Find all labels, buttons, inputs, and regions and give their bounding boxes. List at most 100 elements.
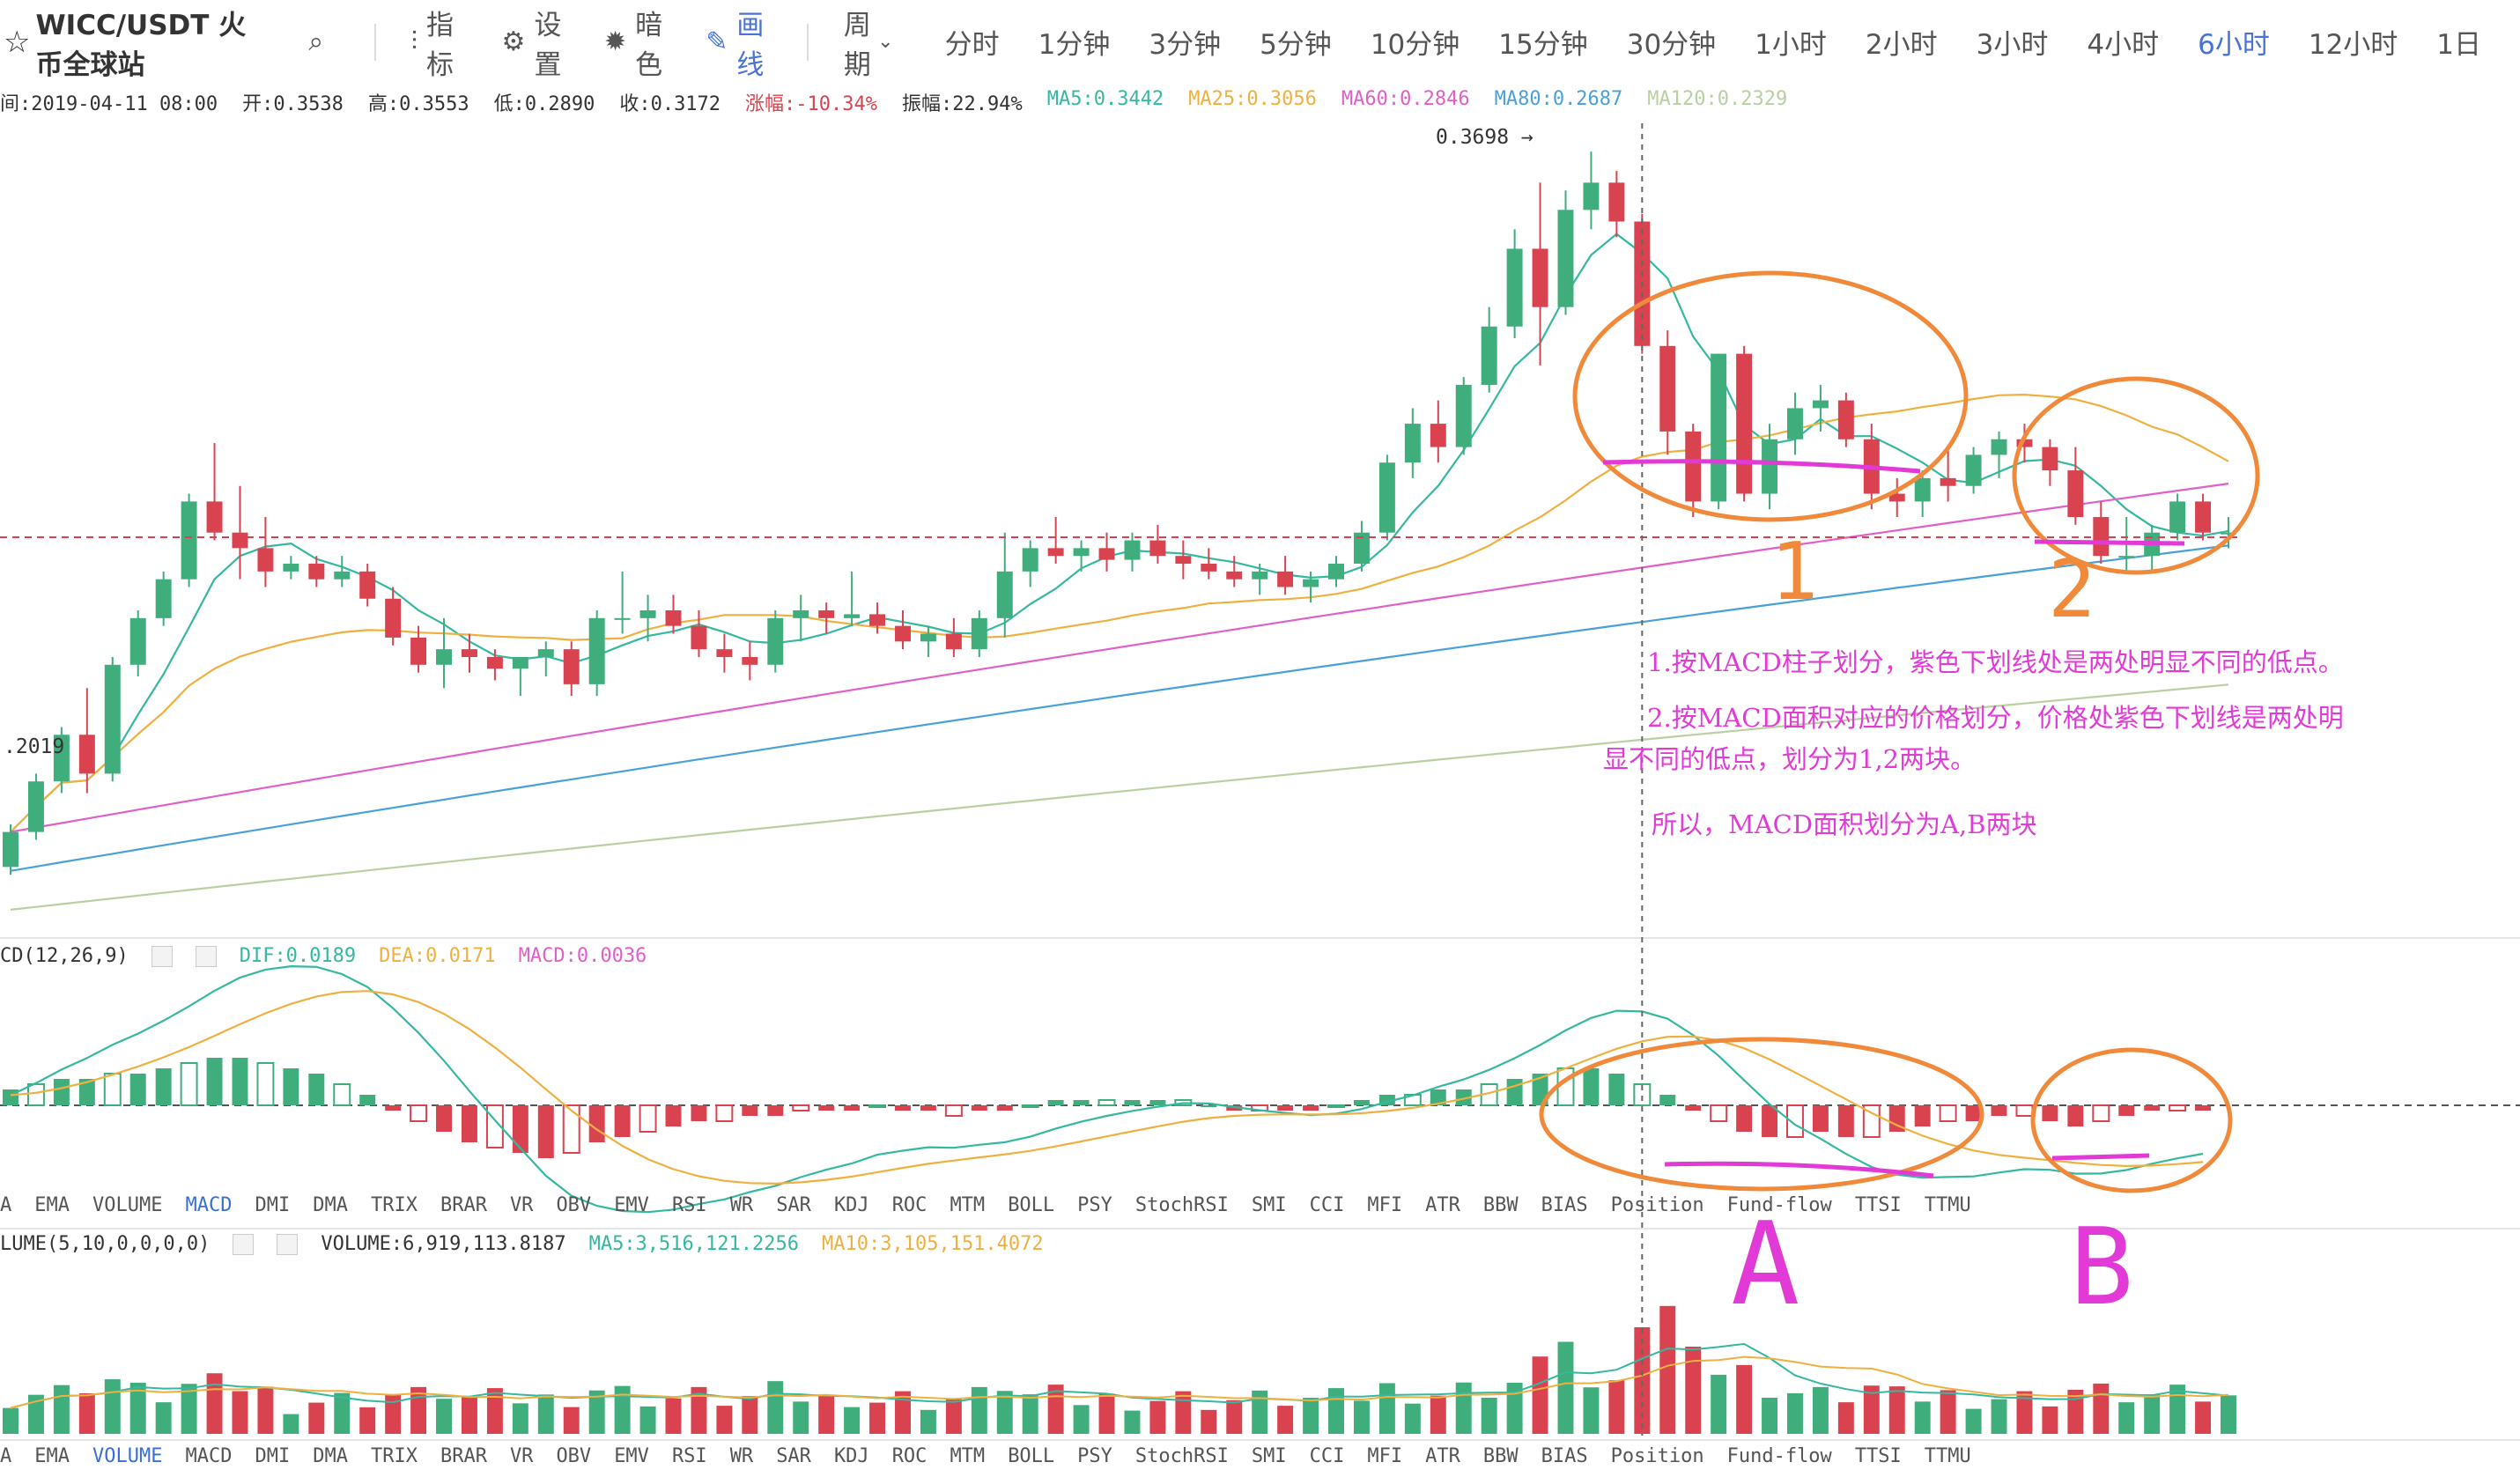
indicator-tab[interactable]: BBW	[1482, 1194, 1519, 1216]
info-ma80: MA80:0.2687	[1494, 88, 1623, 110]
macd-bar	[1659, 1095, 1676, 1105]
period-option[interactable]: 分时	[944, 29, 1000, 61]
indicator-tab[interactable]: RSI	[671, 1445, 707, 1467]
period-option[interactable]: 3分钟	[1149, 29, 1222, 61]
indicator-tab[interactable]: PSY	[1077, 1194, 1112, 1216]
volume-bar	[1226, 1399, 1243, 1434]
indicator-tab[interactable]: BRAR	[440, 1194, 487, 1216]
macd-bar	[1633, 1083, 1652, 1106]
indicator-tab[interactable]: WR	[729, 1445, 754, 1467]
indicator-tab[interactable]: MACD	[185, 1445, 233, 1467]
macd-close-icon[interactable]	[195, 945, 217, 967]
indicator-tab[interactable]: DMI	[255, 1194, 291, 1216]
candle-body	[869, 614, 886, 626]
indicator-tab[interactable]: MTM	[950, 1445, 986, 1467]
indicator-tab[interactable]: SAR	[776, 1445, 811, 1467]
indicator-tab[interactable]: ATR	[1425, 1194, 1460, 1216]
indicator-tab[interactable]: A	[0, 1445, 12, 1467]
indicator-tab[interactable]: VR	[509, 1194, 534, 1216]
indicator-tab[interactable]: OBV	[556, 1445, 592, 1467]
settings-button[interactable]: ⚙ 设置	[502, 3, 562, 82]
period-option[interactable]: 5分钟	[1260, 29, 1332, 61]
indicator-tab[interactable]: OBV	[556, 1194, 592, 1216]
indicator-tab[interactable]: CCI	[1309, 1445, 1345, 1467]
indicator-tab[interactable]: MTM	[950, 1194, 986, 1216]
indicator-tab[interactable]: SAR	[776, 1194, 811, 1216]
indicator-tab[interactable]: Fund-flow	[1726, 1194, 1832, 1216]
indicator-tab[interactable]: MFI	[1367, 1445, 1403, 1467]
candle-body	[1940, 477, 1956, 486]
macd-settings-icon[interactable]	[151, 945, 173, 967]
period-option[interactable]: 2小时	[1865, 29, 1938, 61]
indicator-tab[interactable]: WR	[729, 1194, 754, 1216]
draw-line-button[interactable]: ✎ 画线	[706, 3, 765, 82]
period-option[interactable]: 1分钟	[1038, 29, 1111, 61]
indicator-tab[interactable]: ROC	[891, 1445, 927, 1467]
indicator-tab[interactable]: ATR	[1425, 1445, 1460, 1467]
indicator-tab[interactable]: Position	[1610, 1445, 1704, 1467]
indicator-tab[interactable]: StochRSI	[1134, 1445, 1229, 1467]
indicator-tab[interactable]: EMA	[34, 1194, 70, 1216]
volume-close-icon[interactable]	[277, 1233, 299, 1255]
indicator-tab[interactable]: VOLUME	[92, 1194, 163, 1216]
indicator-tab[interactable]: MACD	[185, 1194, 233, 1216]
candle-body	[1430, 424, 1446, 447]
indicator-tab[interactable]: VOLUME	[92, 1445, 163, 1467]
indicator-tab[interactable]: PSY	[1077, 1445, 1112, 1467]
indicator-tab[interactable]: DMI	[255, 1445, 291, 1467]
indicator-tab[interactable]: Fund-flow	[1726, 1445, 1832, 1467]
indicator-button[interactable]: ⫶ 指标	[411, 3, 460, 82]
indicator-tab[interactable]: Position	[1610, 1194, 1704, 1216]
indicator-tab[interactable]: EMA	[34, 1445, 70, 1467]
indicator-tab[interactable]: BIAS	[1541, 1445, 1588, 1467]
indicator-tab[interactable]: DMA	[313, 1194, 348, 1216]
indicator-tab[interactable]: KDJ	[833, 1194, 869, 1216]
indicator-tab[interactable]: ROC	[891, 1194, 927, 1216]
period-list: 分时 1分钟 3分钟 5分钟 10分钟 15分钟 30分钟 1小时 2小时 3小时 4小时 6小时 12…	[945, 22, 2520, 62]
period-option[interactable]: 6小时	[2198, 29, 2270, 61]
indicator-tab[interactable]: TRIX	[370, 1194, 418, 1216]
macd-bar	[742, 1105, 758, 1116]
period-option[interactable]: 1日	[2436, 29, 2482, 61]
period-option[interactable]: 10分钟	[1370, 29, 1460, 61]
indicator-tab[interactable]: A	[0, 1194, 12, 1216]
volume-bar	[461, 1396, 477, 1434]
indicator-tab[interactable]: BOLL	[1008, 1194, 1055, 1216]
indicator-tab[interactable]: EMV	[614, 1445, 649, 1467]
indicator-tab[interactable]: BBW	[1482, 1445, 1519, 1467]
indicator-tab[interactable]: TTMU	[1924, 1194, 1971, 1216]
theme-button[interactable]: ✹ 暗色	[604, 3, 663, 82]
indicator-tab[interactable]: DMA	[313, 1445, 348, 1467]
indicator-tab[interactable]: KDJ	[833, 1445, 869, 1467]
search-button[interactable]: ⌕	[308, 26, 332, 57]
indicator-tab[interactable]: BIAS	[1541, 1194, 1588, 1216]
candle-body	[283, 564, 299, 572]
indicator-tab[interactable]: StochRSI	[1134, 1194, 1229, 1216]
indicator-tab[interactable]: RSI	[671, 1194, 707, 1216]
period-option[interactable]: 1小时	[1755, 29, 1827, 61]
indicator-tab[interactable]: TTMU	[1924, 1445, 1971, 1467]
indicator-tab[interactable]: TTSI	[1854, 1445, 1902, 1467]
period-option[interactable]: 4小时	[2087, 29, 2160, 61]
macd-bar	[1201, 1105, 1217, 1107]
indicator-tab[interactable]: TRIX	[370, 1445, 418, 1467]
indicator-tab[interactable]: EMV	[614, 1194, 649, 1216]
period-option[interactable]: 30分钟	[1626, 29, 1717, 61]
macd-bar	[385, 1105, 402, 1111]
indicator-tab[interactable]: BRAR	[440, 1445, 487, 1467]
period-option[interactable]: 15分钟	[1498, 29, 1588, 61]
indicator-tab[interactable]: BOLL	[1008, 1445, 1055, 1467]
macd-bar	[155, 1068, 172, 1105]
period-dropdown[interactable]: 周期 ⌄	[844, 3, 903, 82]
star-icon[interactable]: ☆	[4, 24, 31, 60]
period-option[interactable]: 3小时	[1976, 29, 2049, 61]
period-option[interactable]: 12小时	[2308, 29, 2398, 61]
indicator-tab[interactable]: CCI	[1309, 1194, 1345, 1216]
indicator-tab[interactable]: TTSI	[1854, 1194, 1902, 1216]
volume-settings-icon[interactable]	[233, 1233, 255, 1255]
indicator-tab[interactable]: VR	[509, 1445, 534, 1467]
indicator-tab[interactable]: SMI	[1251, 1445, 1287, 1467]
indicator-tab[interactable]: MFI	[1367, 1194, 1403, 1216]
indicator-tab[interactable]: SMI	[1251, 1194, 1287, 1216]
